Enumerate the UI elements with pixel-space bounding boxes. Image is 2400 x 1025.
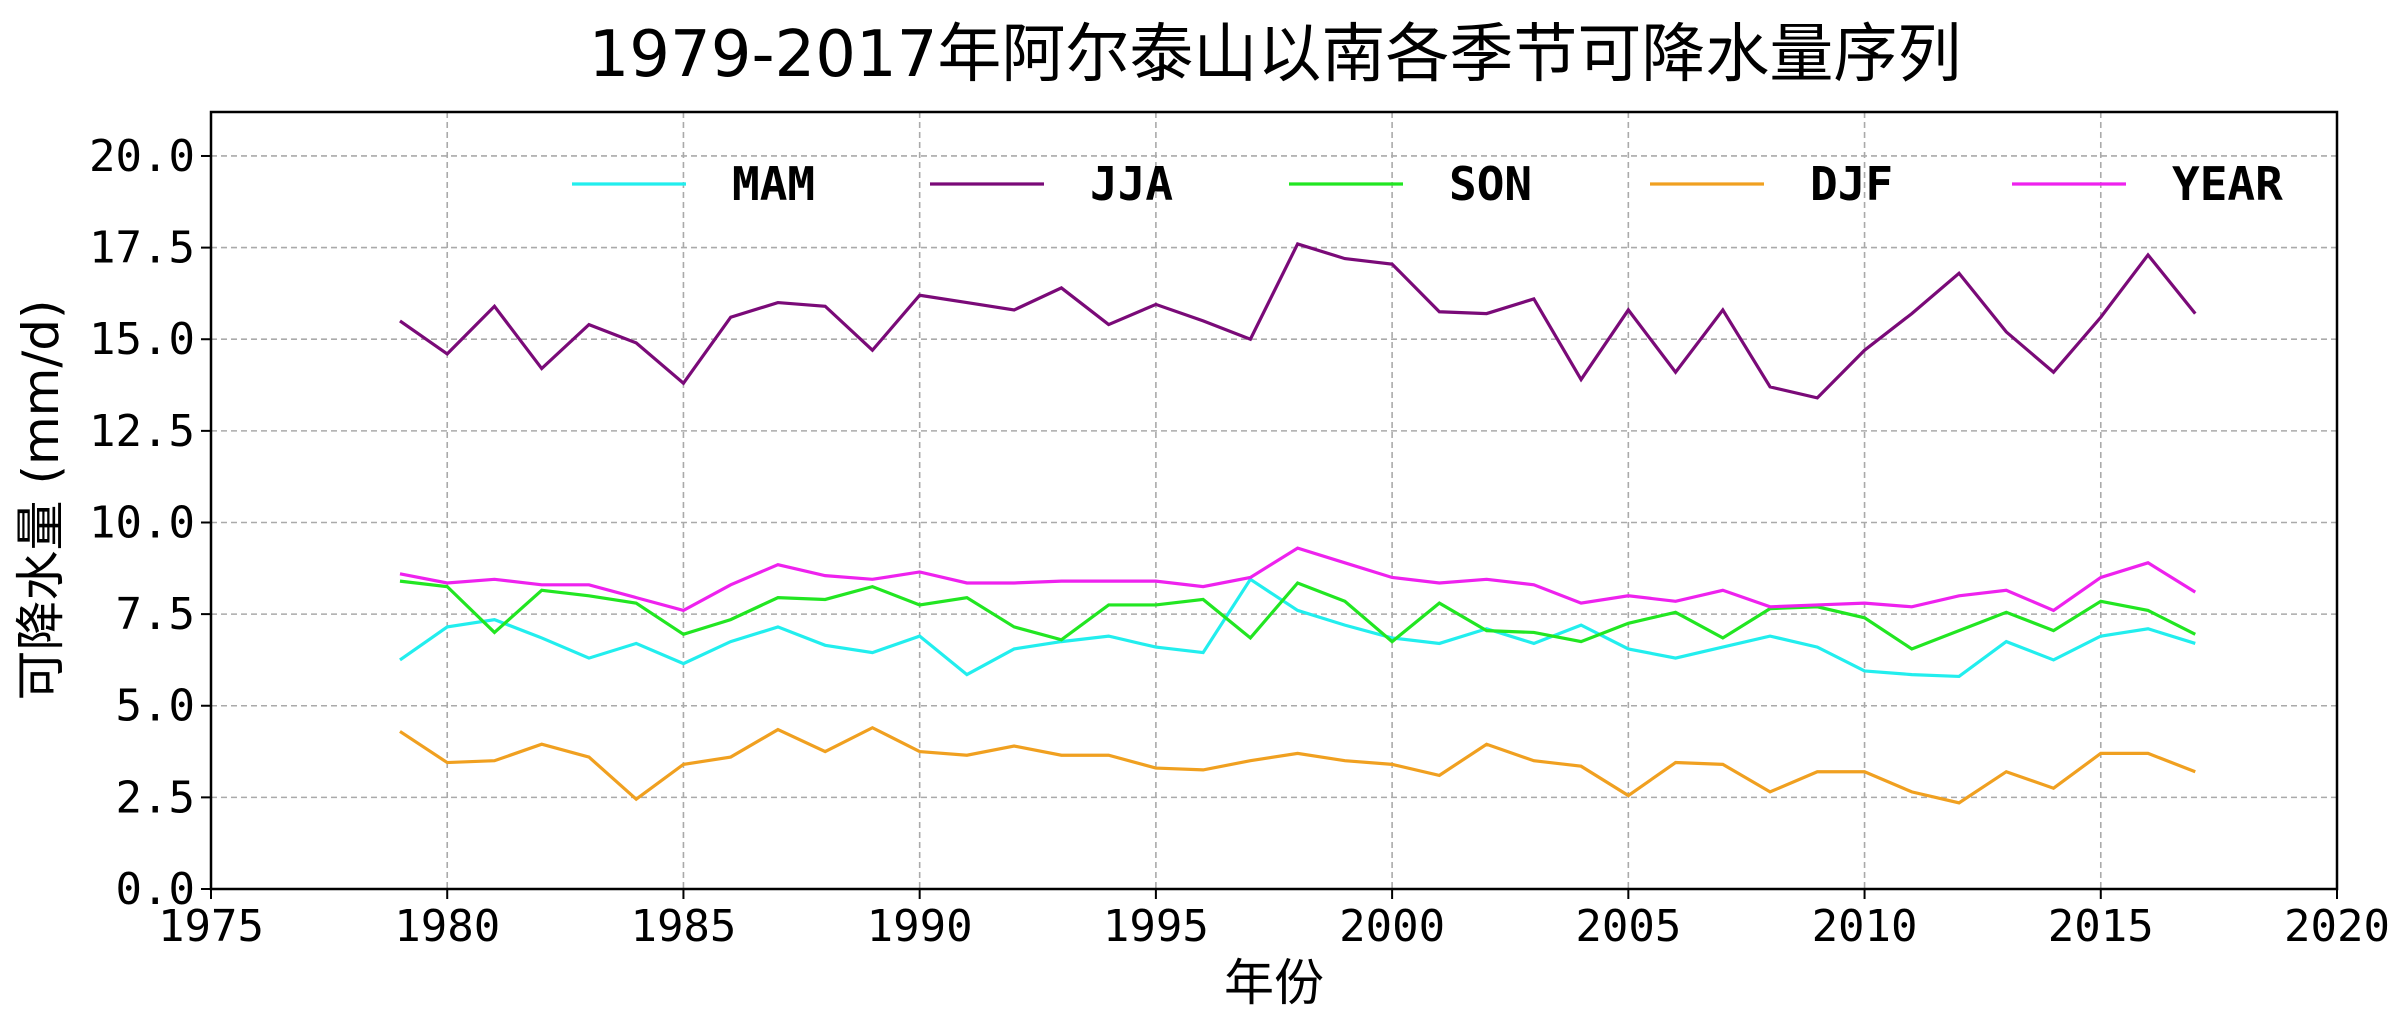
series-line-year: [399, 546, 2197, 613]
y-tick-label: 0.0: [116, 864, 195, 915]
ticks: 1975 1980 1985 1990 1995 2000 2005 2010 2015 2020…: [89, 131, 2390, 952]
x-tick-label: 2005: [1575, 901, 1681, 952]
x-tick-label: 2015: [2048, 901, 2154, 952]
legend-label-mam: MAM: [732, 157, 815, 211]
y-tick-label: 7.5: [116, 589, 195, 640]
y-tick-label: 17.5: [89, 223, 195, 274]
legend-label-jja: JJA: [1090, 157, 1173, 211]
y-tick-label: 20.0: [89, 131, 195, 182]
y-axis-label: 可降水量 (mm/d): [12, 300, 70, 701]
series-lines: [399, 242, 2197, 805]
x-tick-label: 1990: [867, 901, 973, 952]
series-line-jja: [399, 242, 2197, 400]
x-axis-label: 年份: [1224, 954, 1324, 1012]
legend: MAM JJA SON DJF YEAR: [572, 157, 2283, 211]
series-line-son: [399, 579, 2196, 651]
x-tick-label: 2000: [1339, 901, 1445, 952]
legend-label-djf: DJF: [1810, 157, 1893, 211]
legend-label-year: YEAR: [2172, 157, 2283, 211]
x-tick-label: 1995: [1103, 901, 1209, 952]
x-tick-label: 1975: [158, 901, 264, 952]
series-line-mam: [399, 577, 2196, 679]
y-tick-label: 15.0: [89, 314, 195, 365]
y-tick-label: 10.0: [89, 497, 195, 548]
x-tick-label: 2010: [1812, 901, 1918, 952]
series-line-djf: [399, 725, 2196, 805]
y-tick-label: 5.0: [116, 681, 195, 732]
grid: [210, 112, 2338, 890]
x-tick-label: 2020: [2284, 901, 2390, 952]
y-tick-label: 2.5: [116, 772, 195, 823]
y-tick-label: 12.5: [89, 406, 195, 457]
chart-title: 1979-2017年阿尔泰山以南各季节可降水量序列: [589, 18, 1962, 92]
plot-frame: [209, 110, 2339, 891]
legend-label-son: SON: [1449, 157, 1532, 211]
x-tick-label: 1980: [394, 901, 500, 952]
x-tick-label: 1985: [630, 901, 736, 952]
